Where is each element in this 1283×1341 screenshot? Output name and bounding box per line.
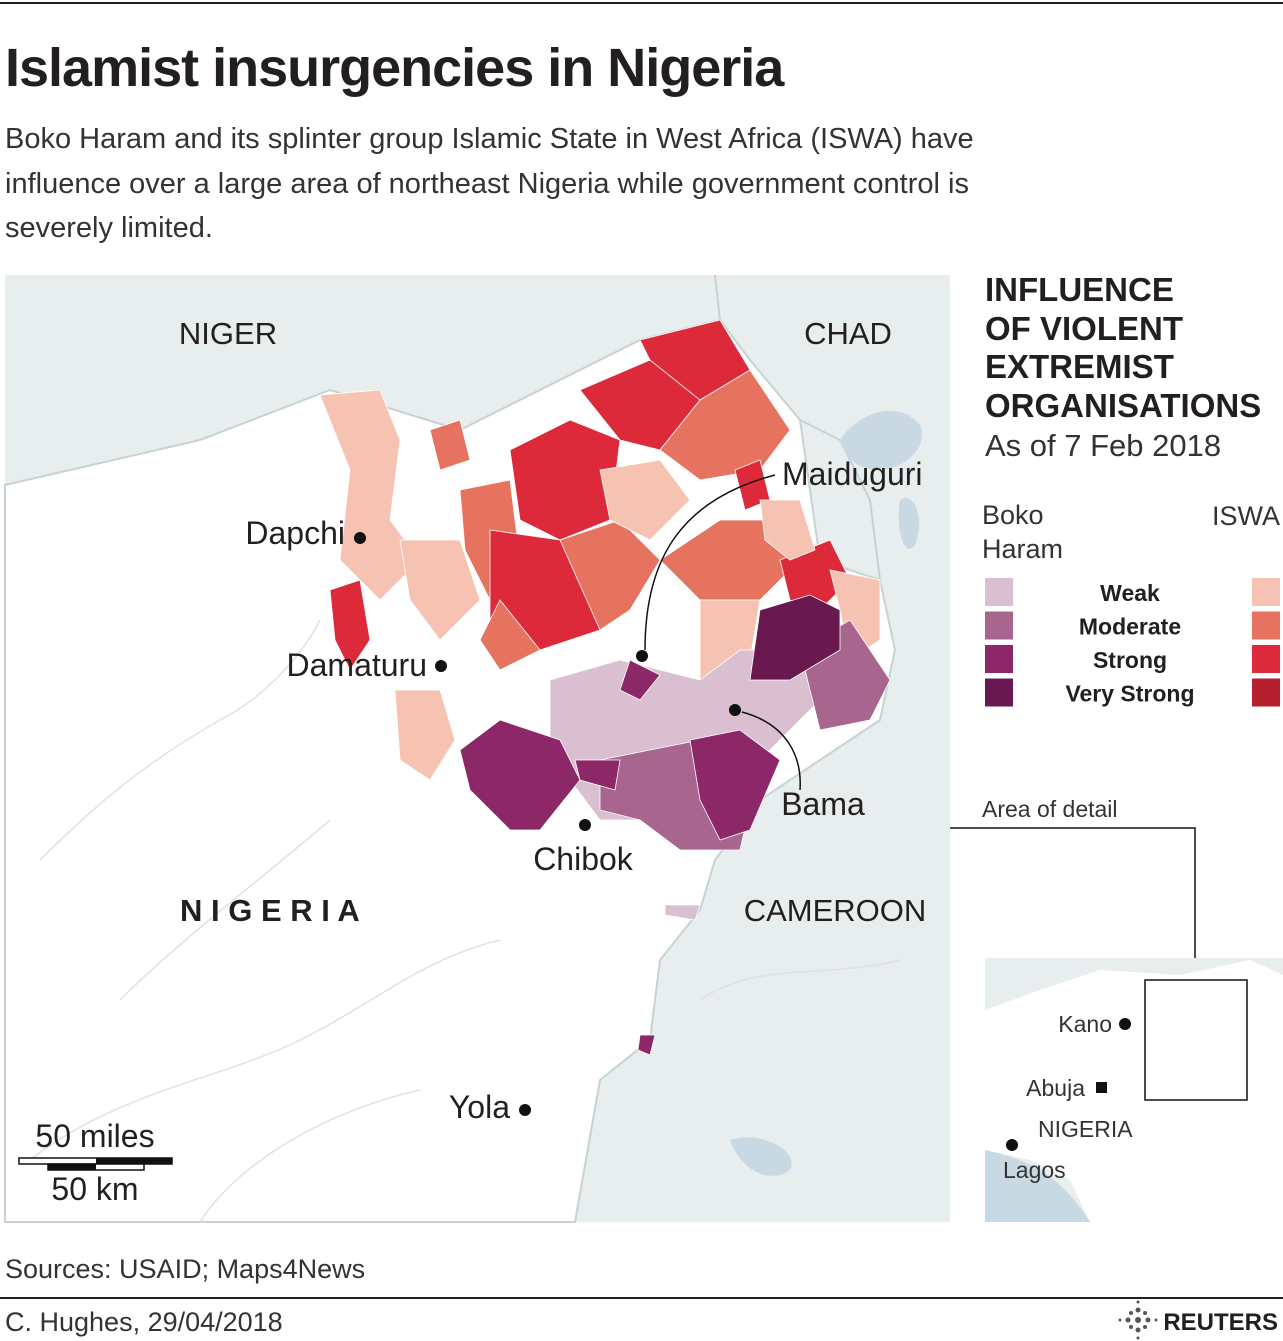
region xyxy=(779,539,851,611)
border xyxy=(714,274,721,321)
region xyxy=(399,539,481,641)
inset-label: Area of detail xyxy=(982,796,1118,822)
legend-level-label: Weak xyxy=(1100,580,1160,606)
scale-label: 50 km xyxy=(51,1171,138,1207)
detail-box xyxy=(1144,979,1248,1101)
boko-haram-regions xyxy=(459,594,891,1056)
logo: REUTERS xyxy=(1118,1300,1278,1340)
nigeria-land xyxy=(4,318,897,1223)
border xyxy=(799,419,881,581)
logo-mark xyxy=(1118,1300,1158,1340)
city-label: Damaturu xyxy=(287,647,428,683)
scale-bar xyxy=(48,1164,96,1170)
source: Sources: USAID; Maps4News xyxy=(5,1254,365,1284)
legend-level-label: Strong xyxy=(1093,647,1167,673)
legend: INFLUENCE OF VIOLENT EXTREMIST ORGANISAT… xyxy=(982,271,1280,707)
leader-line xyxy=(741,711,801,791)
region xyxy=(574,759,621,791)
country-label: NIGER xyxy=(179,316,277,351)
subtitle-line: severely limited. xyxy=(5,212,213,244)
country-label: CAMEROON xyxy=(744,893,927,928)
country-label: NIGERIA xyxy=(1038,1116,1133,1142)
legend-rows: Weak Moderate Strong Very Strong xyxy=(985,578,1280,707)
scale-label: 50 miles xyxy=(35,1118,154,1154)
inset-ocean xyxy=(985,1150,1090,1222)
credit: C. Hughes, 29/04/2018 xyxy=(5,1307,283,1337)
inset: Area of detail Kano Abuja NIGERIA Lagos xyxy=(950,796,1283,1222)
region xyxy=(689,729,781,841)
legend-title: INFLUENCE xyxy=(985,271,1174,308)
city-label: Dapchi xyxy=(245,515,345,551)
legend-group-label: Boko Haram xyxy=(982,500,1064,564)
iswa-regions xyxy=(319,319,881,781)
legend-swatch xyxy=(1252,611,1280,640)
region xyxy=(394,689,456,781)
region xyxy=(659,369,791,481)
region xyxy=(329,579,371,671)
city-dot xyxy=(1119,1018,1131,1030)
region xyxy=(619,659,661,701)
region xyxy=(599,459,691,541)
legend-swatch xyxy=(985,678,1013,707)
region xyxy=(479,599,541,671)
region xyxy=(559,519,661,631)
logo-text: REUTERS xyxy=(1163,1309,1278,1336)
country-label: CHAD xyxy=(804,316,892,351)
city-dot xyxy=(435,660,447,672)
leader-line xyxy=(950,827,1196,980)
region xyxy=(759,499,816,561)
city-label: Yola xyxy=(449,1089,510,1125)
city-label: Abuja xyxy=(1026,1075,1085,1101)
rivers xyxy=(29,619,901,1223)
country-label: N I G E R I A xyxy=(180,893,360,928)
legend-swatch xyxy=(1252,645,1280,673)
city-label: Lagos xyxy=(1003,1157,1066,1183)
legend-title: ORGANISATIONS xyxy=(985,387,1261,424)
lake-chad xyxy=(840,410,922,470)
legend-level-label: Very Strong xyxy=(1065,681,1194,707)
subtitle-line: influence over a large area of northeast… xyxy=(5,168,969,200)
inset-land xyxy=(985,960,1283,1222)
legend-title: EXTREMIST xyxy=(985,348,1174,385)
legend-level-label: Moderate xyxy=(1079,614,1181,640)
legend-group: Boko Haram xyxy=(982,500,1064,564)
lake xyxy=(730,1137,792,1176)
legend-group-label: ISWA xyxy=(1212,501,1280,531)
legend-swatch xyxy=(1252,578,1280,606)
city-dot xyxy=(519,1104,531,1116)
region xyxy=(637,1034,656,1056)
scale-bar xyxy=(96,1158,172,1164)
region xyxy=(749,594,841,681)
region xyxy=(429,419,471,471)
region xyxy=(459,719,581,831)
city-label: Chibok xyxy=(533,841,634,877)
legend-title: OF VIOLENT xyxy=(985,310,1183,347)
legend-swatch xyxy=(985,578,1013,606)
subtitle-line: Boko Haram and its splinter group Islami… xyxy=(5,123,974,155)
legend-swatch xyxy=(985,645,1013,673)
city-dot xyxy=(354,532,366,544)
legend-subtitle: As of 7 Feb 2018 xyxy=(985,428,1221,463)
legend-swatch xyxy=(1252,678,1280,707)
map: NIGER CHAD CAMEROON N I G E R I A Dapchi… xyxy=(4,274,950,1223)
city-dot xyxy=(636,650,648,662)
city-label: Maiduguri xyxy=(782,456,923,492)
legend-swatch xyxy=(985,611,1013,640)
city-dot xyxy=(1006,1139,1018,1151)
lake xyxy=(898,498,920,549)
title: Islamist insurgencies in Nigeria xyxy=(5,38,785,98)
leader-line xyxy=(644,474,776,651)
city-dot xyxy=(729,704,741,716)
city-label: Kano xyxy=(1058,1011,1112,1037)
city-label: Bama xyxy=(781,786,865,822)
region xyxy=(664,904,701,921)
capital-marker xyxy=(1096,1082,1107,1093)
city-dot xyxy=(579,819,591,831)
